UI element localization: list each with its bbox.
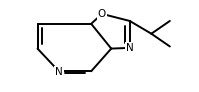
Text: O: O — [98, 9, 106, 19]
Text: N: N — [55, 67, 63, 77]
Text: N: N — [126, 43, 134, 53]
